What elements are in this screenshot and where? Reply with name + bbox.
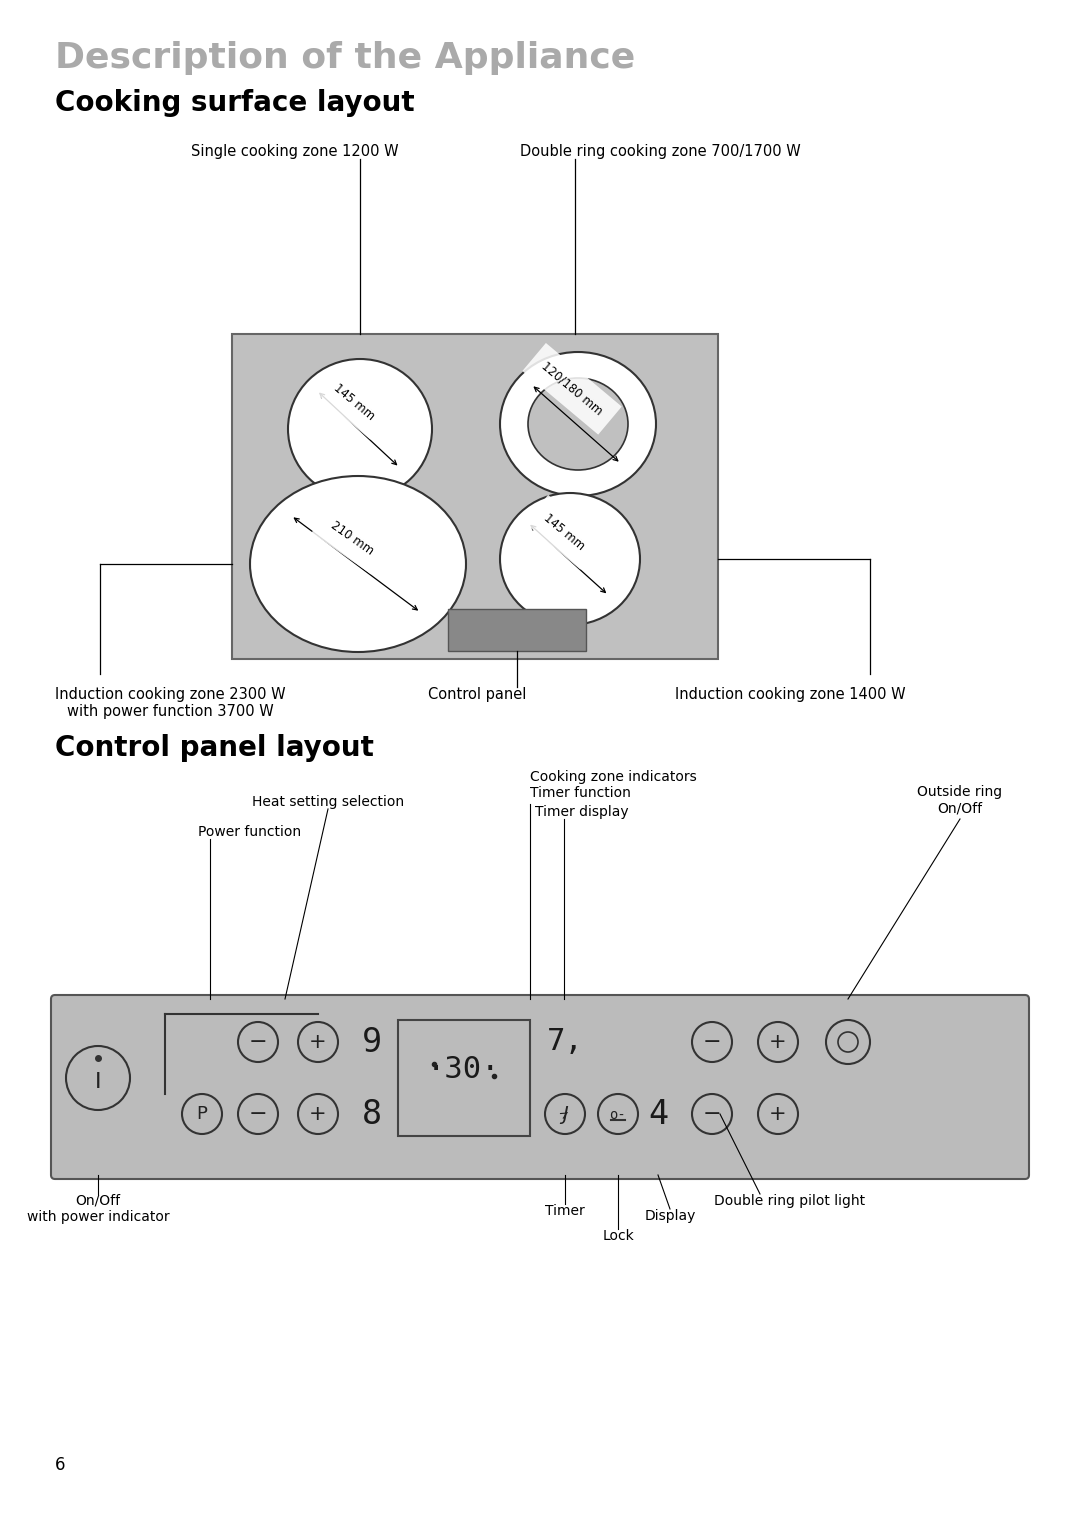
Bar bbox=[399, 1020, 530, 1136]
Text: Double ring cooking zone 700/1700 W: Double ring cooking zone 700/1700 W bbox=[519, 144, 800, 159]
Bar bbox=[232, 333, 718, 659]
Ellipse shape bbox=[500, 492, 640, 625]
Circle shape bbox=[545, 1095, 585, 1135]
Circle shape bbox=[838, 1032, 858, 1052]
Text: 4: 4 bbox=[648, 1098, 669, 1130]
Circle shape bbox=[298, 1021, 338, 1063]
Text: Outside ring: Outside ring bbox=[917, 784, 1002, 800]
Text: Cooking zone indicators: Cooking zone indicators bbox=[530, 771, 697, 784]
Text: Timer: Timer bbox=[545, 1203, 585, 1219]
Text: 145 mm: 145 mm bbox=[332, 381, 377, 424]
Text: Heat setting selection: Heat setting selection bbox=[252, 795, 404, 809]
Text: o-: o- bbox=[609, 1109, 626, 1122]
Text: Induction cooking zone 2300 W
with power function 3700 W: Induction cooking zone 2300 W with power… bbox=[55, 687, 285, 720]
Text: Power function: Power function bbox=[198, 826, 301, 839]
FancyBboxPatch shape bbox=[51, 995, 1029, 1179]
Text: P: P bbox=[197, 1105, 207, 1122]
Text: 7,: 7, bbox=[546, 1027, 583, 1057]
Text: Induction cooking zone 1400 W: Induction cooking zone 1400 W bbox=[675, 687, 905, 702]
Bar bbox=[448, 609, 586, 651]
Text: +: + bbox=[309, 1104, 327, 1124]
Circle shape bbox=[298, 1095, 338, 1135]
Text: 145 mm: 145 mm bbox=[541, 512, 588, 553]
Ellipse shape bbox=[288, 359, 432, 498]
Text: 210 mm: 210 mm bbox=[328, 520, 376, 558]
Text: +: + bbox=[769, 1104, 787, 1124]
Text: −: − bbox=[248, 1104, 268, 1124]
Text: 6: 6 bbox=[55, 1456, 66, 1474]
Circle shape bbox=[826, 1020, 870, 1064]
Text: Timer function: Timer function bbox=[530, 786, 631, 800]
Text: Cooking surface layout: Cooking surface layout bbox=[55, 89, 415, 118]
Circle shape bbox=[758, 1095, 798, 1135]
Text: On/Off: On/Off bbox=[937, 801, 983, 815]
Ellipse shape bbox=[249, 476, 465, 651]
Circle shape bbox=[238, 1095, 278, 1135]
Circle shape bbox=[598, 1095, 638, 1135]
Circle shape bbox=[66, 1046, 130, 1110]
Text: Control panel: Control panel bbox=[428, 687, 526, 702]
Text: 9: 9 bbox=[362, 1026, 382, 1058]
Circle shape bbox=[238, 1021, 278, 1063]
Text: ·30·: ·30· bbox=[428, 1055, 501, 1084]
Text: J: J bbox=[562, 1104, 568, 1124]
Text: 8: 8 bbox=[362, 1098, 382, 1130]
Ellipse shape bbox=[500, 352, 656, 495]
Circle shape bbox=[692, 1095, 732, 1135]
Text: +: + bbox=[309, 1032, 327, 1052]
Text: +: + bbox=[769, 1032, 787, 1052]
Text: Description of the Appliance: Description of the Appliance bbox=[55, 41, 635, 75]
Text: Display: Display bbox=[645, 1209, 696, 1223]
Text: Single cooking zone 1200 W: Single cooking zone 1200 W bbox=[191, 144, 399, 159]
Text: Timer display: Timer display bbox=[536, 804, 629, 820]
Text: Control panel layout: Control panel layout bbox=[55, 734, 374, 761]
Text: On/Off
with power indicator: On/Off with power indicator bbox=[27, 1194, 170, 1225]
Text: −: − bbox=[703, 1104, 721, 1124]
Circle shape bbox=[758, 1021, 798, 1063]
Ellipse shape bbox=[528, 378, 627, 469]
Text: Double ring pilot light: Double ring pilot light bbox=[715, 1194, 865, 1208]
Text: Lock: Lock bbox=[603, 1229, 634, 1243]
Text: −: − bbox=[248, 1032, 268, 1052]
Circle shape bbox=[183, 1095, 222, 1135]
Text: −: − bbox=[703, 1032, 721, 1052]
Text: 120/180 mm: 120/180 mm bbox=[539, 359, 605, 417]
Text: I: I bbox=[95, 1072, 102, 1092]
Circle shape bbox=[692, 1021, 732, 1063]
